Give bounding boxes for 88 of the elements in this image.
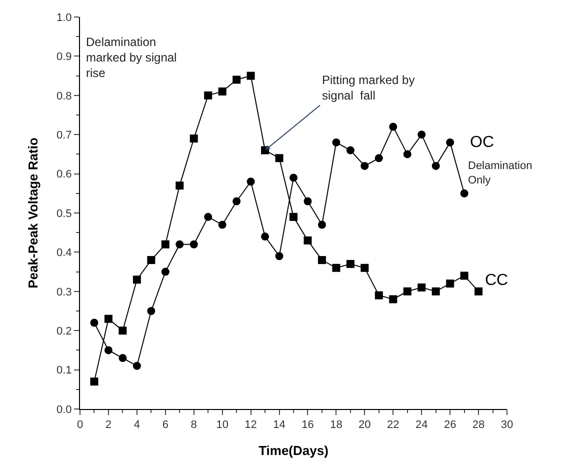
point <box>290 174 298 182</box>
point <box>118 326 127 335</box>
series-label: OC <box>470 134 494 151</box>
y-tick-label: 0.5 <box>56 208 72 220</box>
y-tick-label: 0.0 <box>56 404 72 416</box>
point <box>460 189 468 198</box>
point <box>332 264 340 272</box>
y-tick-label: 0.6 <box>56 168 72 181</box>
x-tick-label: 8 <box>190 419 197 432</box>
point <box>275 154 284 162</box>
x-tick-label: 24 <box>415 419 428 432</box>
y-axis-title: Peak-Peak Voltage Ratio <box>25 138 40 288</box>
point <box>204 91 212 100</box>
x-axis-title: Time(Days) <box>258 442 328 458</box>
x-tick-label: 6 <box>162 419 168 432</box>
point <box>190 134 198 143</box>
x-tick-label: 12 <box>244 419 257 432</box>
y-tick-label: 0.7 <box>56 129 72 142</box>
point <box>246 72 255 80</box>
x-tick-label: 10 <box>216 419 228 432</box>
y-tick-label: 0.3 <box>56 286 72 298</box>
point <box>332 138 340 146</box>
x-tick-label: 26 <box>444 419 456 432</box>
point <box>304 197 312 206</box>
y-tick-label: 0.4 <box>56 247 72 260</box>
point <box>418 130 426 139</box>
point <box>318 220 326 229</box>
y-tick-label: 0.8 <box>56 90 72 102</box>
point <box>118 354 127 362</box>
point <box>246 178 255 186</box>
x-tick-label: 0 <box>76 419 84 432</box>
point <box>389 295 398 304</box>
point <box>360 162 369 170</box>
x-tick-label: 22 <box>387 419 400 432</box>
x-tick-label: 16 <box>302 419 314 432</box>
point <box>104 346 112 354</box>
point <box>403 287 412 296</box>
x-tick-label: 18 <box>330 419 342 432</box>
point <box>90 378 98 386</box>
point <box>304 236 312 244</box>
point <box>176 182 184 190</box>
x-tick-label: 28 <box>472 419 485 432</box>
point <box>132 276 141 284</box>
x-tick-label: 30 <box>500 419 514 432</box>
point <box>360 264 369 272</box>
point <box>218 220 226 229</box>
point <box>104 314 112 323</box>
point <box>190 240 198 248</box>
point <box>161 240 170 248</box>
point <box>446 280 454 288</box>
point <box>261 232 270 241</box>
x-tick-label: 14 <box>273 419 286 432</box>
y-tick-label: 0.1 <box>56 364 72 377</box>
point <box>432 287 440 296</box>
point <box>232 197 241 206</box>
point <box>474 287 483 296</box>
point <box>346 260 354 268</box>
x-tick-label: 2 <box>105 419 112 432</box>
point <box>318 256 326 264</box>
annotation: Delamination marked by signal rise <box>86 35 177 80</box>
y-tick-label: 0.9 <box>56 51 72 64</box>
point <box>232 76 241 84</box>
point <box>218 87 226 96</box>
point <box>374 291 383 300</box>
point <box>290 212 298 221</box>
point <box>403 150 412 158</box>
point <box>389 122 398 131</box>
annotation: Delamination Only <box>468 160 532 186</box>
point <box>460 272 468 280</box>
point <box>346 146 354 154</box>
point <box>418 283 426 292</box>
point <box>446 138 454 146</box>
y-tick-label: 1.0 <box>56 12 72 24</box>
point <box>374 154 383 162</box>
point <box>432 162 440 170</box>
point <box>132 362 141 370</box>
point <box>147 307 156 315</box>
point <box>176 240 184 248</box>
y-tick-label: 0.2 <box>56 325 72 338</box>
point <box>161 268 170 276</box>
point <box>275 252 284 260</box>
annotation: Pitting marked by signal fall <box>322 73 415 103</box>
point <box>147 256 156 264</box>
point <box>204 212 212 221</box>
x-tick-label: 4 <box>134 419 140 432</box>
series-label: CC <box>485 272 508 289</box>
point <box>90 318 98 327</box>
x-tick-label: 20 <box>358 419 371 432</box>
